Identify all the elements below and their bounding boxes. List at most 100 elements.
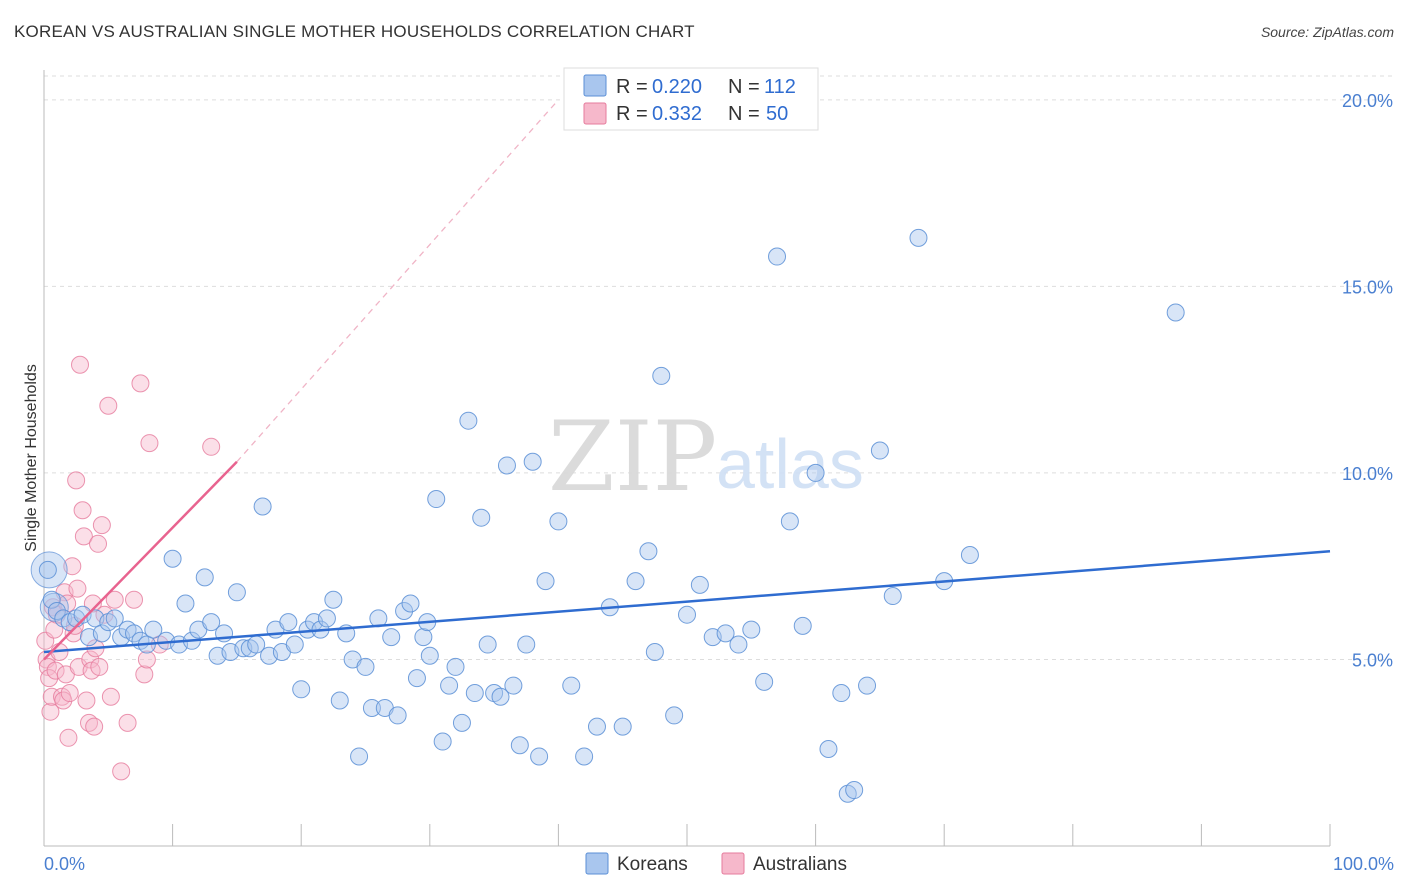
bottom-legend-swatch-koreans — [585, 852, 609, 875]
australian-point — [89, 534, 108, 553]
australian-point — [202, 437, 221, 456]
australian-point — [40, 669, 59, 688]
korean-point — [530, 747, 549, 766]
korean-point — [716, 624, 735, 643]
korean-point — [478, 635, 497, 654]
korean-point — [883, 587, 902, 606]
x-tick-label-min: 0.0% — [44, 854, 85, 874]
australian-point — [64, 624, 83, 643]
korean-point — [517, 635, 536, 654]
korean-point — [42, 590, 61, 609]
korean-point-cluster — [30, 551, 68, 589]
korean-point — [613, 717, 632, 736]
australian-point — [85, 717, 104, 736]
korean-point — [362, 698, 381, 717]
korean-point — [690, 575, 709, 594]
legend-swatch-koreans — [583, 74, 607, 97]
korean-point — [414, 628, 433, 647]
australian-point — [92, 516, 111, 535]
korean-point — [465, 684, 484, 703]
korean-point — [401, 594, 420, 613]
australian-point — [68, 579, 87, 598]
korean-point — [755, 672, 774, 691]
korean-point — [292, 680, 311, 699]
australian-point — [101, 687, 120, 706]
australian-point — [73, 501, 92, 520]
australian-point — [112, 762, 131, 781]
australian-point — [125, 590, 144, 609]
australian-point — [59, 728, 78, 747]
australians-trend-extension — [236, 99, 559, 463]
korean-point — [626, 572, 645, 591]
korean-point — [317, 609, 336, 628]
korean-point — [575, 747, 594, 766]
korean-point — [356, 657, 375, 676]
y-tick-label: 5.0% — [1352, 650, 1393, 670]
korean-point — [819, 740, 838, 758]
korean-point — [459, 411, 478, 430]
korean-point — [420, 646, 439, 665]
korean-point — [350, 747, 369, 766]
korean-point — [92, 624, 111, 643]
koreans-points — [30, 228, 1185, 803]
legend-r-label-australians: R = — [616, 103, 648, 125]
korean-point — [562, 676, 581, 695]
korean-point — [227, 583, 246, 602]
legend-n-value-koreans: 112 — [764, 76, 796, 98]
korean-point-cluster — [39, 592, 69, 622]
korean-point — [832, 684, 851, 703]
korean-point — [504, 676, 523, 695]
australian-point — [83, 594, 102, 613]
australian-point — [60, 684, 79, 703]
bottom-legend-label-australians: Australians — [753, 854, 847, 875]
korean-point — [491, 687, 510, 706]
korean-point — [870, 441, 889, 460]
bottom-legend-swatch-australians — [721, 852, 745, 875]
australian-point — [54, 691, 73, 710]
korean-point — [845, 781, 864, 800]
korean-point — [549, 512, 568, 531]
korean-point — [780, 512, 799, 531]
korean-point — [587, 717, 606, 736]
korean-point — [279, 613, 298, 632]
korean-point — [433, 732, 452, 751]
australians-trend-line — [43, 460, 238, 661]
chart-title: KOREAN VS AUSTRALIAN SINGLE MOTHER HOUSE… — [14, 22, 695, 41]
legend-n-label-koreans: N = — [728, 76, 760, 98]
australian-point — [41, 702, 60, 721]
australian-point — [137, 650, 156, 669]
korean-point — [678, 605, 696, 624]
australian-point — [99, 396, 118, 415]
korean-point — [163, 549, 182, 568]
legend-r-value-koreans: 0.220 — [652, 76, 702, 98]
korean-point — [497, 456, 516, 475]
korean-point — [382, 628, 401, 647]
x-tick-label-max: 100.0% — [1333, 854, 1394, 874]
series-legend: Koreans Australians — [585, 852, 847, 875]
australian-point — [63, 557, 82, 576]
korean-point — [202, 613, 221, 632]
korean-point — [407, 669, 426, 688]
y-tick-label: 10.0% — [1342, 464, 1393, 484]
australian-point — [42, 687, 61, 706]
correlation-legend: R = 0.220 N = 112 R = 0.332 N = 50 — [563, 67, 819, 131]
korean-point — [195, 568, 214, 587]
y-axis-label: Single Mother Households — [23, 364, 40, 552]
korean-point — [960, 546, 979, 564]
korean-point — [793, 616, 812, 635]
australian-point — [77, 691, 96, 710]
korean-point — [446, 657, 465, 676]
australian-point — [90, 657, 109, 676]
watermark-zip: ZIP — [548, 401, 717, 513]
korean-point — [330, 691, 349, 710]
korean-point — [858, 676, 877, 695]
korean-point — [665, 706, 684, 725]
korean-point — [125, 624, 144, 643]
x-axis-ticks — [43, 824, 1331, 846]
korean-point — [472, 508, 491, 527]
legend-r-value-australians: 0.332 — [652, 103, 702, 125]
korean-point — [427, 490, 446, 509]
gridlines — [44, 75, 1394, 660]
korean-point — [742, 620, 761, 639]
